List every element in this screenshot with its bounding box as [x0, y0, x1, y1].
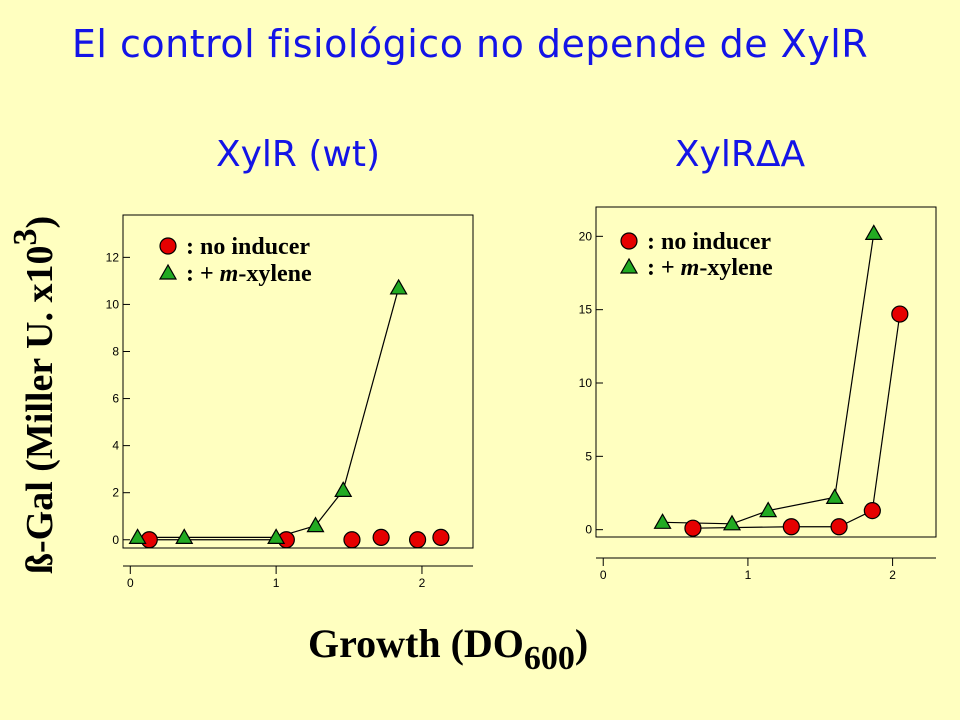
data-point-xylene: [334, 481, 353, 497]
data-point-xylene: [759, 501, 778, 518]
x-axis-label-subscript: 600: [523, 640, 575, 677]
data-point-no-inducer: [372, 528, 390, 547]
data-point-no-inducer: [782, 518, 800, 536]
legend-marker-xylene: [158, 263, 178, 280]
series-line-circle: [692, 526, 792, 529]
x-tick-label: 1: [745, 568, 752, 582]
data-point-no-inducer: [891, 305, 909, 323]
x-axis-label-close: ): [574, 621, 589, 666]
data-point-xylene: [306, 516, 325, 533]
plot-frame: [122, 214, 474, 549]
legend-marker-no-inducer: [620, 232, 638, 250]
x-tick-label: 0: [127, 576, 134, 590]
data-point-no-inducer: [684, 519, 702, 537]
y-tick-label: 4: [112, 439, 119, 453]
data-point-no-inducer: [830, 518, 848, 536]
plot-frame: [595, 206, 937, 538]
x-tick-label: 1: [273, 576, 280, 590]
legend-label-xylene: : + m-xylene: [647, 255, 773, 281]
data-point-xylene: [825, 488, 844, 504]
data-point-no-inducer: [432, 528, 450, 547]
series-line-triangle: [834, 233, 875, 498]
data-point-no-inducer: [863, 502, 881, 520]
y-tick-label: 2: [112, 486, 119, 500]
legend-label-no-inducer: : no inducer: [647, 229, 771, 255]
legend-marker-no-inducer: [159, 237, 177, 255]
y-tick-label: 0: [585, 523, 592, 537]
y-tick-label: 6: [112, 392, 119, 406]
data-point-xylene: [722, 514, 742, 531]
y-tick-label: 0: [112, 533, 119, 547]
data-point-no-inducer: [408, 531, 427, 549]
slide-title: El control fisiológico no depende de Xyl…: [71, 22, 869, 66]
legend-marker-xylene: [619, 257, 639, 274]
y-tick-label: 15: [579, 303, 593, 317]
y-tick-label: 8: [112, 344, 119, 358]
x-axis-label-text: Growth (DO: [308, 621, 524, 666]
data-point-no-inducer: [343, 531, 361, 549]
y-tick-label: 10: [579, 376, 593, 390]
series-line-triangle: [342, 287, 400, 491]
y-tick-label: 5: [585, 449, 592, 463]
legend-label-no-inducer: : no inducer: [186, 234, 310, 260]
y-tick-label: 10: [106, 297, 120, 311]
data-point-xylene: [128, 528, 147, 545]
chart-delta-a: 0 5 10 15 20 0 1 2 : no inducer: + m-xylene: [579, 206, 937, 582]
x-tick-label: 0: [600, 568, 607, 582]
panel-title-left: XylR (wt): [215, 134, 381, 175]
data-point-xylene: [864, 224, 883, 240]
series-line-circle: [871, 313, 901, 511]
series-line-triangle: [768, 496, 835, 512]
data-point-xylene: [389, 278, 408, 295]
panel-title-right: XylRΔA: [674, 134, 806, 175]
y-tick-label: 12: [106, 250, 120, 264]
y-tick-label: 20: [579, 229, 593, 243]
data-point-xylene: [653, 513, 672, 529]
x-axis-label: Growth (DO600): [308, 620, 589, 677]
legend-label-xylene: : + m-xylene: [186, 261, 312, 287]
data-point-xylene: [175, 528, 194, 545]
data-point-xylene: [267, 528, 286, 545]
x-tick-label: 2: [889, 568, 896, 582]
x-tick-label: 2: [419, 576, 426, 590]
